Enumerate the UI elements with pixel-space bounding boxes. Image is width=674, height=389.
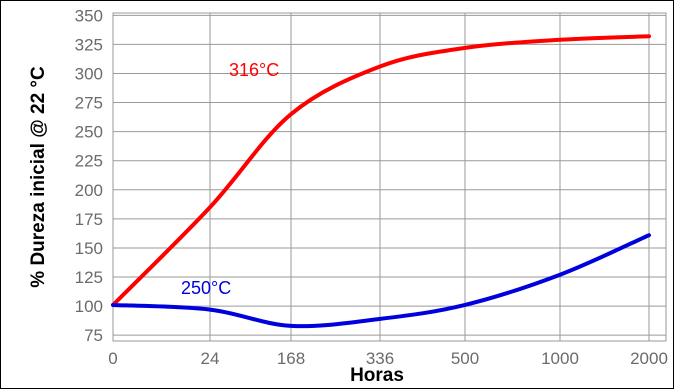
x-tick-label: 24 [201, 349, 220, 368]
y-tick-label: 175 [75, 210, 103, 229]
y-tick-label: 100 [75, 297, 103, 316]
x-tick-label: 336 [366, 349, 394, 368]
y-tick-label: 350 [75, 6, 103, 25]
x-tick-label: 0 [108, 349, 117, 368]
y-tick-label: 300 [75, 64, 103, 83]
x-tick-label: 2000 [630, 349, 668, 368]
series-line-0 [111, 34, 651, 307]
y-tick-label: 200 [75, 181, 103, 200]
x-tick-label: 168 [277, 349, 305, 368]
series-label-1: 250°C [181, 278, 231, 298]
grid [112, 12, 667, 342]
y-tick-label: 275 [75, 94, 103, 113]
y-axis-title: % Dureza inicial @ 22 °C [28, 66, 49, 288]
series [111, 34, 651, 329]
y-tick-label: 325 [75, 35, 103, 54]
x-tick-label: 1000 [541, 349, 579, 368]
series-line-1 [111, 233, 651, 329]
y-tick-label: 150 [75, 239, 103, 258]
y-tick-label: 250 [75, 123, 103, 142]
y-tick-label: 125 [75, 268, 103, 287]
tick-labels: 75 100 125 150 175 200 225 250 275 300 325 350 0 24 16… [75, 6, 668, 368]
series-label-0: 316°C [229, 60, 279, 80]
x-axis-title: Horas [350, 365, 404, 386]
y-tick-label: 225 [75, 152, 103, 171]
y-tick-label: 75 [84, 326, 103, 345]
x-tick-label: 500 [451, 349, 479, 368]
series-labels: 316°C 250°C [181, 60, 279, 298]
